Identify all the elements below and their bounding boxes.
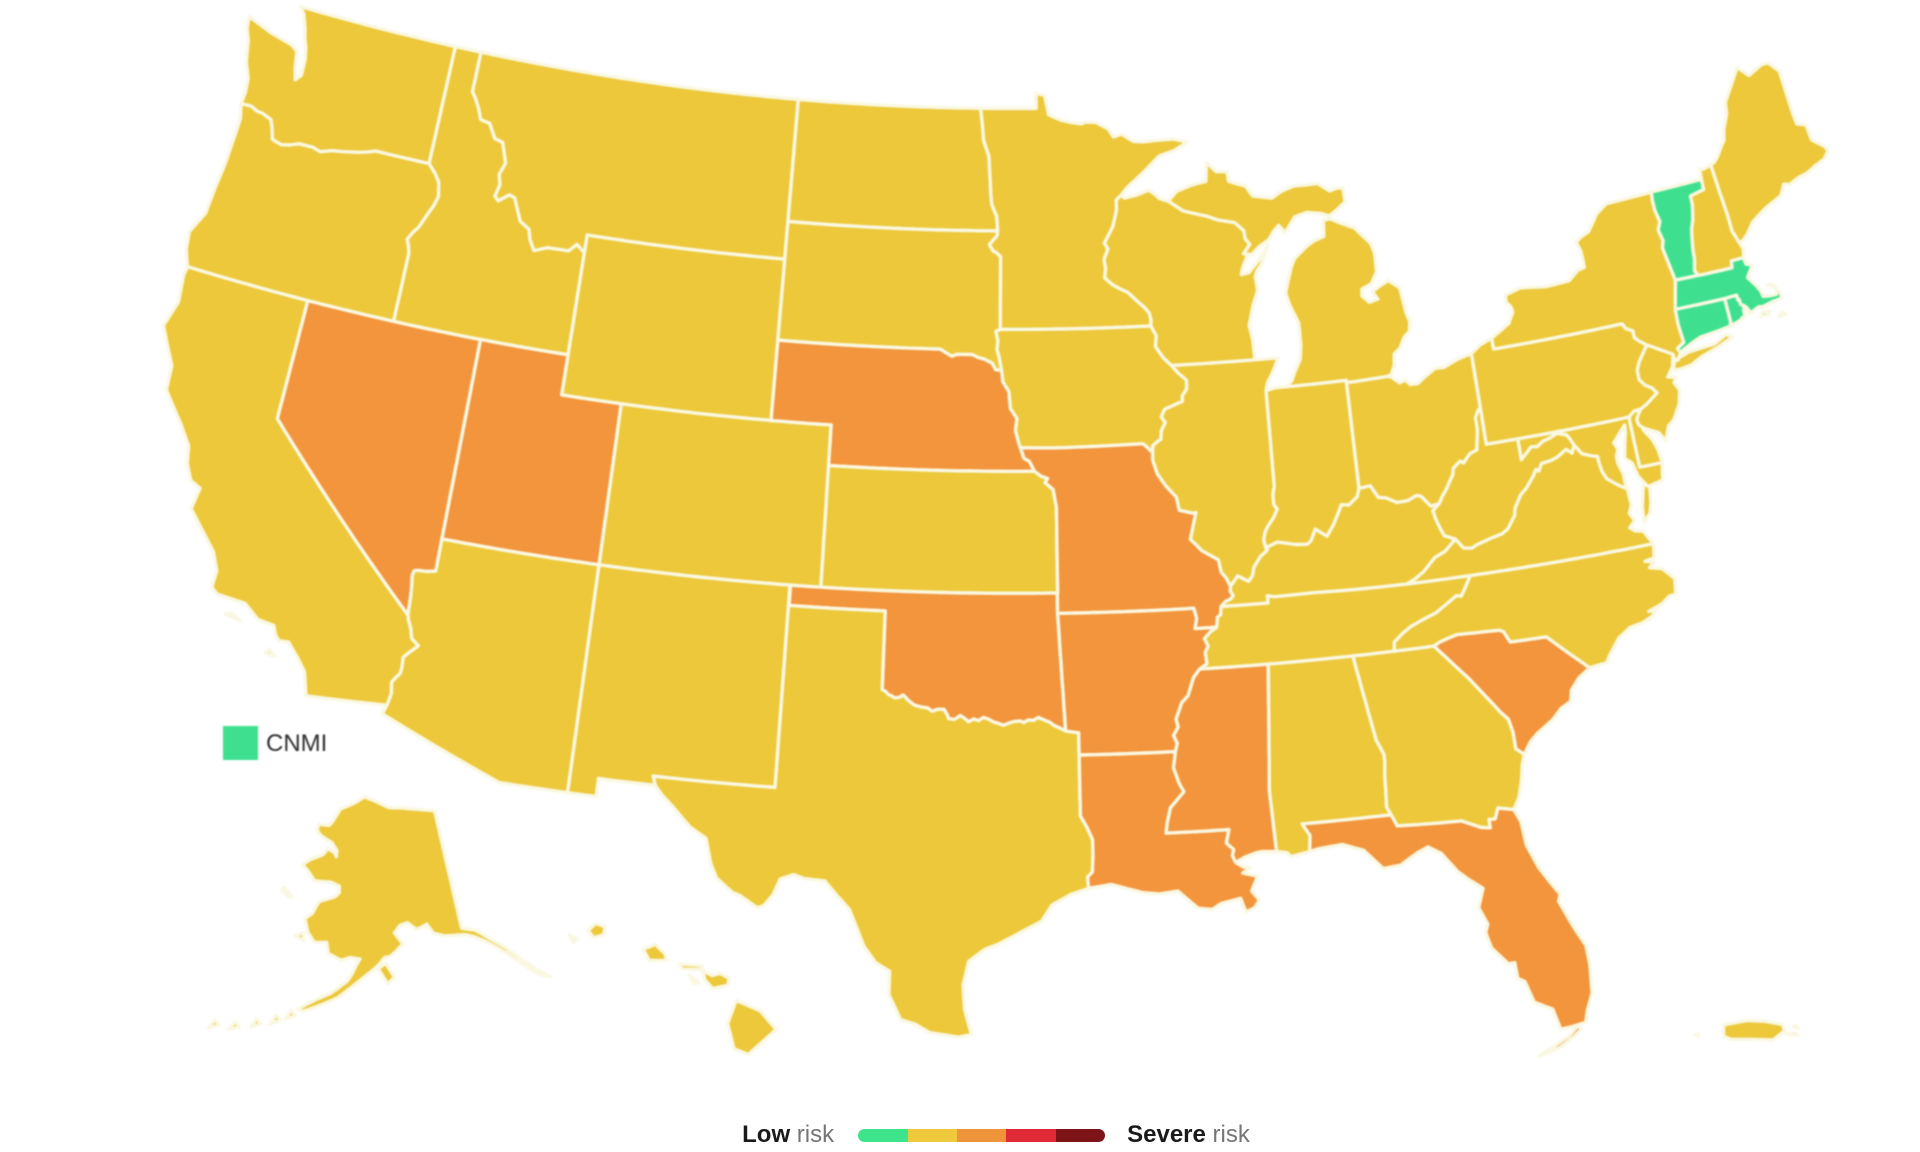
svg-text:CNMI: CNMI (266, 730, 327, 757)
